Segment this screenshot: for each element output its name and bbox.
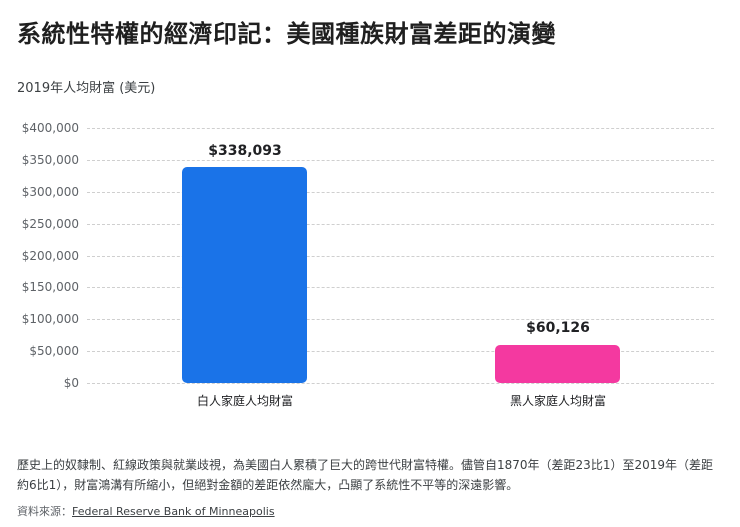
y-tick-label: $400,000 xyxy=(21,121,79,135)
y-tick-label: $50,000 xyxy=(29,344,79,358)
chart-subtitle: 2019年人均財富 (美元) xyxy=(17,81,156,96)
y-tick-label: $350,000 xyxy=(21,153,79,167)
gridline xyxy=(87,160,714,161)
gridline xyxy=(87,128,714,129)
source-line: 資料來源：Federal Reserve Bank of Minneapolis xyxy=(17,503,275,519)
y-tick-label: $0 xyxy=(63,376,79,390)
page-title: 系統性特權的經濟印記：美國種族財富差距的演變 xyxy=(17,20,556,48)
gridline xyxy=(87,256,714,257)
source-link[interactable]: Federal Reserve Bank of Minneapolis xyxy=(72,505,275,518)
x-category-label: 黑人家庭人均財富 xyxy=(509,394,606,408)
gridline xyxy=(87,351,714,352)
gridline xyxy=(87,224,714,225)
x-category-label: 白人家庭人均財富 xyxy=(196,394,293,408)
bar-value-label-black: $60,126 xyxy=(526,320,590,336)
y-tick-label: $200,000 xyxy=(21,249,79,263)
bar-chart: $400,000 $350,000 $300,000 $250,000 $200… xyxy=(21,121,714,408)
bar-value-label-white: $338,093 xyxy=(208,143,282,159)
chart-description: 歷史上的奴隸制、紅線政策與就業歧視，為美國白人累積了巨大的跨世代財富特權。儘管自… xyxy=(17,458,713,492)
bar-black-wealth[interactable] xyxy=(495,345,620,383)
bar-white-wealth[interactable] xyxy=(182,167,307,383)
gridline xyxy=(87,287,714,288)
y-tick-label: $300,000 xyxy=(21,185,79,199)
y-tick-label: $150,000 xyxy=(21,280,79,294)
y-tick-label: $250,000 xyxy=(21,217,79,231)
gridline xyxy=(87,319,714,320)
gridline xyxy=(87,383,714,384)
gridline xyxy=(87,192,714,193)
y-tick-label: $100,000 xyxy=(21,312,79,326)
source-label: 資料來源： xyxy=(17,505,72,518)
